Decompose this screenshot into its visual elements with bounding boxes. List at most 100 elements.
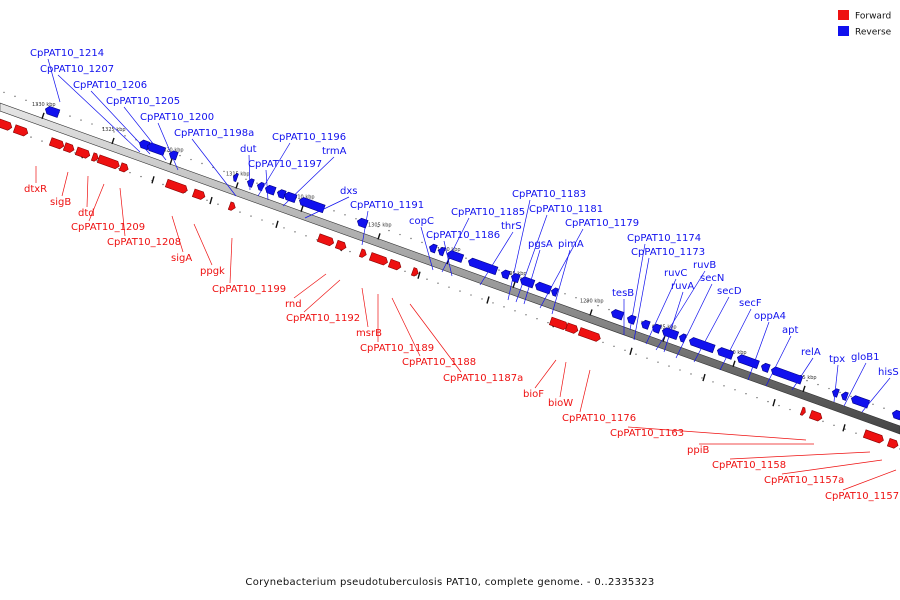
reverse-gene-label[interactable]: CpPAT10_1207 — [40, 64, 114, 75]
forward-gene-label[interactable]: bioF — [523, 389, 544, 400]
forward-gene-label[interactable]: CpPAT10_1187a — [443, 373, 523, 384]
reverse-gene-block[interactable] — [770, 366, 804, 385]
forward-gene-label[interactable]: CpPAT10_1208 — [107, 237, 181, 248]
forward-gene-label[interactable]: msrB — [356, 328, 382, 339]
reverse-gene-label[interactable]: oppA4 — [754, 311, 786, 322]
reverse-gene-label[interactable]: CpPAT10_1181 — [529, 204, 603, 215]
reverse-gene-label[interactable]: secN — [700, 273, 724, 284]
forward-gene-block[interactable] — [74, 146, 91, 159]
forward-gene-block[interactable] — [62, 142, 75, 153]
reverse-gene-label[interactable]: tpx — [829, 354, 845, 365]
forward-gene-label[interactable]: CpPAT10_1209 — [71, 222, 145, 233]
reverse-gene-label[interactable]: copC — [409, 216, 434, 227]
forward-gene-label[interactable]: CpPAT10_1199 — [212, 284, 286, 295]
forward-gene-block[interactable] — [12, 124, 29, 137]
forward-gene-block[interactable] — [0, 118, 13, 131]
forward-gene-block[interactable] — [799, 406, 806, 416]
reverse-gene-label[interactable]: ruvC — [664, 268, 687, 279]
forward-gene-label[interactable]: bioW — [548, 398, 573, 409]
forward-gene-block[interactable] — [410, 267, 419, 277]
reverse-gene-block[interactable] — [891, 409, 900, 421]
reverse-gene-label[interactable]: CpPAT10_1191 — [350, 200, 424, 211]
reverse-gene-label[interactable]: CpPAT10_1174 — [627, 233, 701, 244]
reverse-gene-label[interactable]: secD — [717, 286, 742, 297]
reverse-gene-label[interactable]: CpPAT10_1183 — [512, 189, 586, 200]
forward-gene-block[interactable] — [862, 429, 884, 444]
reverse-gene-label[interactable]: relA — [801, 347, 821, 358]
forward-gene-label[interactable]: CpPAT10_1176 — [562, 413, 636, 424]
forward-gene-label[interactable]: CpPAT10_1158 — [712, 460, 786, 471]
reverse-gene-label[interactable]: thrS — [501, 221, 522, 232]
forward-gene-label[interactable]: rnd — [285, 299, 302, 310]
reverse-gene-block[interactable] — [534, 281, 553, 295]
forward-gene-label[interactable]: sigA — [171, 253, 192, 264]
forward-gene-block[interactable] — [886, 438, 899, 449]
forward-gene-label[interactable]: CpPAT10_1192 — [286, 313, 360, 324]
reverse-gene-label[interactable]: ruvB — [693, 260, 716, 271]
reverse-gene-block[interactable] — [651, 323, 662, 334]
forward-gene-block[interactable] — [96, 154, 120, 170]
reverse-gene-block[interactable] — [467, 257, 499, 276]
forward-gene-label[interactable]: CpPAT10_1163 — [610, 428, 684, 439]
reverse-gene-block[interactable] — [44, 105, 61, 118]
reverse-gene-block[interactable] — [146, 142, 167, 156]
forward-gene-block[interactable] — [358, 248, 367, 258]
reverse-gene-block[interactable] — [233, 173, 239, 182]
reverse-gene-label[interactable]: dxs — [340, 186, 357, 197]
reverse-gene-block[interactable] — [661, 327, 680, 341]
forward-gene-label[interactable]: CpPAT10_1157 — [825, 491, 899, 502]
reverse-gene-label[interactable]: apt — [782, 325, 798, 336]
reverse-gene-label[interactable]: secF — [739, 298, 762, 309]
reverse-gene-block[interactable] — [168, 150, 179, 161]
reverse-gene-block[interactable] — [850, 395, 871, 409]
forward-gene-block[interactable] — [564, 322, 579, 334]
forward-gene-block[interactable] — [48, 137, 65, 150]
reverse-gene-label[interactable]: ruvA — [671, 281, 694, 292]
forward-gene-label[interactable]: CpPAT10_1188 — [402, 357, 476, 368]
reverse-gene-label[interactable]: pimA — [558, 239, 584, 250]
reverse-gene-block[interactable] — [831, 388, 840, 398]
forward-gene-block[interactable] — [90, 152, 99, 162]
reverse-gene-label[interactable]: gloB1 — [851, 352, 879, 363]
forward-gene-block[interactable] — [164, 178, 188, 194]
reverse-gene-label[interactable]: dut — [240, 144, 257, 155]
reverse-gene-block[interactable] — [688, 337, 716, 354]
reverse-gene-block[interactable] — [840, 391, 849, 401]
reverse-gene-block[interactable] — [519, 276, 536, 289]
reverse-gene-label[interactable]: CpPAT10_1206 — [73, 80, 147, 91]
reverse-gene-label[interactable]: CpPAT10_1214 — [30, 48, 104, 59]
forward-gene-block[interactable] — [548, 316, 568, 331]
reverse-gene-label[interactable]: pgsA — [528, 239, 553, 250]
reverse-gene-label[interactable]: CpPAT10_1185 — [451, 207, 525, 218]
forward-gene-label[interactable]: ppgk — [200, 266, 225, 277]
forward-gene-block[interactable] — [368, 252, 388, 266]
reverse-gene-block[interactable] — [678, 333, 687, 343]
reverse-gene-block[interactable] — [264, 184, 277, 196]
reverse-gene-label[interactable]: CpPAT10_1196 — [272, 132, 346, 143]
reverse-gene-label[interactable]: CpPAT10_1173 — [631, 247, 705, 258]
reverse-gene-block[interactable] — [760, 362, 771, 373]
reverse-gene-label[interactable]: trmA — [322, 146, 347, 157]
reverse-gene-block[interactable] — [428, 243, 438, 254]
forward-gene-block[interactable] — [316, 233, 335, 247]
reverse-gene-block[interactable] — [736, 354, 760, 369]
reverse-gene-block[interactable] — [246, 178, 255, 188]
forward-gene-block[interactable] — [808, 410, 823, 422]
forward-gene-block[interactable] — [227, 201, 236, 211]
forward-gene-block[interactable] — [118, 162, 129, 173]
reverse-gene-block[interactable] — [550, 287, 559, 297]
reverse-gene-label[interactable]: CpPAT10_1198a — [174, 128, 254, 139]
reverse-gene-label[interactable]: CpPAT10_1179 — [565, 218, 639, 229]
reverse-gene-block[interactable] — [437, 246, 446, 257]
reverse-gene-label[interactable]: CpPAT10_1197 — [248, 159, 322, 170]
forward-gene-block[interactable] — [191, 188, 206, 200]
forward-gene-label[interactable]: dtd — [78, 208, 95, 219]
forward-gene-block[interactable] — [387, 258, 402, 271]
reverse-gene-block[interactable] — [610, 309, 625, 321]
reverse-gene-label[interactable]: CpPAT10_1186 — [426, 230, 500, 241]
reverse-gene-label[interactable]: CpPAT10_1205 — [106, 96, 180, 107]
reverse-gene-block[interactable] — [500, 269, 511, 280]
forward-gene-label[interactable]: CpPAT10_1157a — [764, 475, 844, 486]
reverse-gene-block[interactable] — [640, 319, 651, 330]
reverse-gene-label[interactable]: tesB — [612, 288, 634, 299]
